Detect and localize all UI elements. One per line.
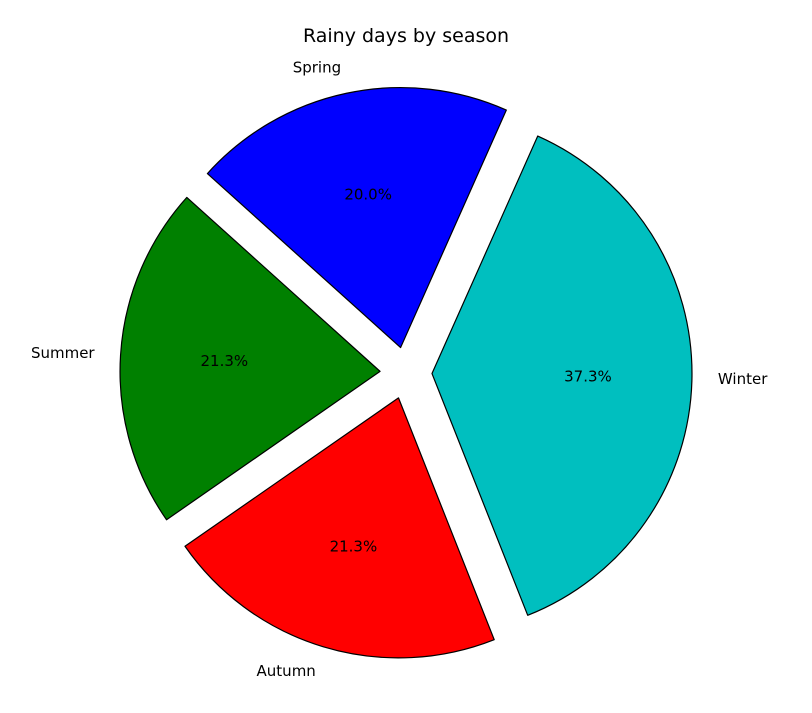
percent-label-spring: 20.0%	[344, 185, 392, 203]
chart-title: Rainy days by season	[303, 25, 509, 47]
percent-label-summer: 21.3%	[201, 352, 249, 370]
pie-slice-spring	[206, 87, 507, 349]
slice-label-winter: Winter	[718, 370, 768, 388]
pie-slice-winter	[431, 135, 693, 616]
slice-label-summer: Summer	[31, 344, 95, 362]
slice-label-autumn: Autumn	[257, 662, 316, 680]
slices-layer	[119, 87, 693, 659]
slice-label-spring: Spring	[293, 58, 341, 76]
pie-slice-summer	[119, 196, 381, 521]
percent-label-winter: 37.3%	[564, 367, 612, 385]
labels-layer: Spring 20.0% Summer 21.3% Autumn 21.3% Winter 3…	[31, 58, 768, 680]
percent-label-autumn: 21.3%	[330, 538, 378, 556]
pie-slice-autumn	[184, 397, 495, 659]
